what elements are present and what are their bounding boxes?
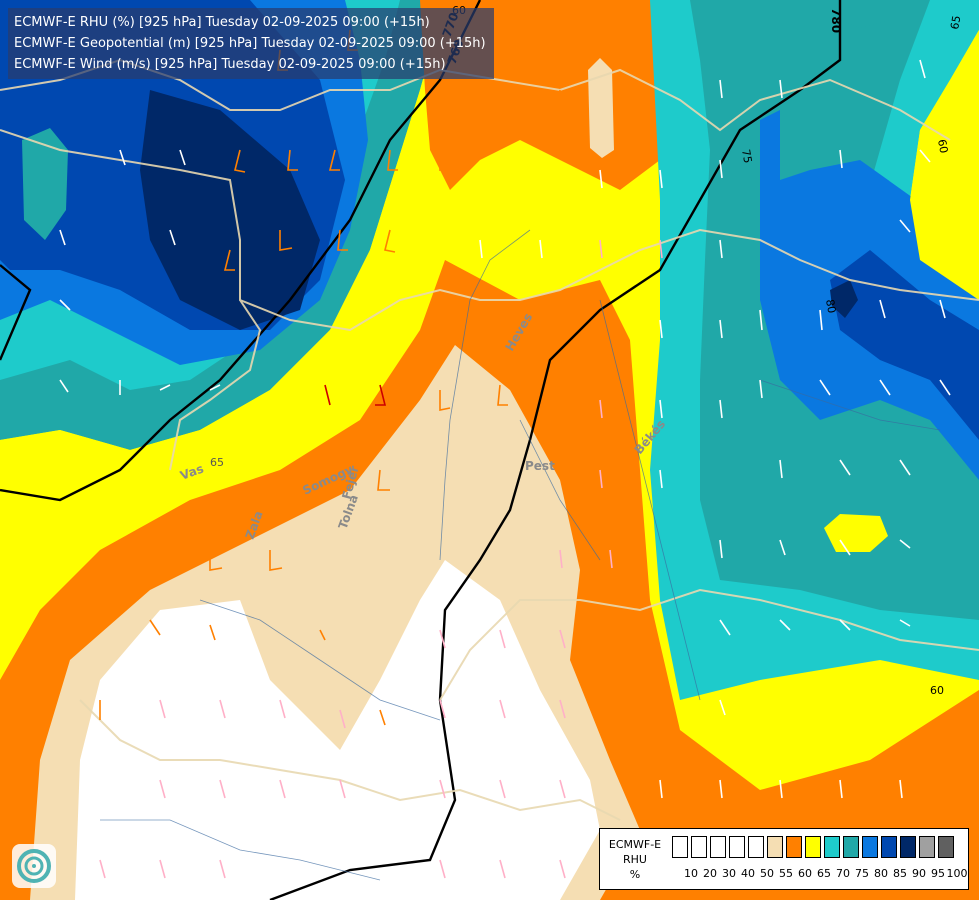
rhu-60-65-east-blob — [824, 514, 888, 552]
legend-tick-label: 70 — [836, 867, 850, 880]
map-title-box: ECMWF-E RHU (%) [925 hPa] Tuesday 02-09-… — [8, 8, 494, 79]
legend-title: ECMWF-E RHU % — [604, 837, 666, 882]
legend-swatch — [748, 836, 764, 858]
legend-tick-label: 30 — [722, 867, 736, 880]
wind-barbs — [59, 29, 951, 879]
legend-tick-label: 50 — [760, 867, 774, 880]
legend-tick-label: 90 — [912, 867, 926, 880]
region-label-pest: Pest — [525, 459, 555, 473]
rhu-90-west — [140, 90, 320, 330]
rhu-85-east — [830, 250, 979, 440]
geopotential-760-line — [0, 0, 482, 502]
legend-swatch — [862, 836, 878, 858]
legend-tick-label: 95 — [931, 867, 945, 880]
rhu-75-blob — [22, 128, 68, 240]
legend-tick-label: 85 — [893, 867, 907, 880]
legend-swatch — [900, 836, 916, 858]
logo-swirl-icon — [17, 849, 51, 883]
rivers — [100, 229, 941, 881]
legend-title-line: RHU — [623, 853, 647, 866]
legend-title-line: % — [629, 868, 641, 881]
legend-tick-label: 10 — [684, 867, 698, 880]
legend-swatch — [691, 836, 707, 858]
rhu-60-65-band — [0, 0, 470, 600]
contour-label-60-east: 60 — [935, 138, 950, 154]
contour-label-65-west: 65 — [210, 456, 224, 469]
legend-swatch — [824, 836, 840, 858]
legend-swatch — [786, 836, 802, 858]
rhu-below-50 — [75, 560, 600, 900]
legend-tick-label: 60 — [798, 867, 812, 880]
legend-tick-label: 20 — [703, 867, 717, 880]
contour-label-60-south-east: 60 — [930, 684, 944, 697]
rhu-60-65-east-edge — [910, 30, 979, 300]
legend-swatch — [805, 836, 821, 858]
legend-swatch — [710, 836, 726, 858]
rhu-50-55-blob — [588, 58, 614, 158]
legend-swatch — [881, 836, 897, 858]
legend-swatch — [938, 836, 954, 858]
legend-swatch — [767, 836, 783, 858]
rhu-70-east-corner — [830, 0, 910, 28]
legend-tick-label: 40 — [741, 867, 755, 880]
map-title-wind: ECMWF-E Wind (m/s) [925 hPa] Tuesday 02-… — [14, 57, 446, 72]
geopotential-770-line — [0, 264, 32, 361]
legend-swatch — [672, 836, 688, 858]
contour-label-75-east: 75 — [739, 148, 754, 164]
contour-label-65-corner: 65 — [948, 14, 963, 30]
map-title-geopotential: ECMWF-E Geopotential (m) [925 hPa] Tuesd… — [14, 36, 486, 51]
legend-tick-label: 65 — [817, 867, 831, 880]
legend-tick-label: 75 — [855, 867, 869, 880]
map-title-rhu: ECMWF-E RHU (%) [925 hPa] Tuesday 02-09-… — [14, 15, 430, 30]
geopotential-label-780: 780 — [829, 8, 843, 33]
legend-swatch — [729, 836, 745, 858]
legend-tick-label: 100 — [946, 867, 968, 880]
rhu-90-east — [830, 280, 858, 318]
rhu-legend: ECMWF-E RHU % 10 20 30 40 50 55 60 65 70 75 80 85 90… — [599, 828, 969, 890]
contour-label-80-east: 80 — [823, 298, 838, 314]
legend-tick-label: 80 — [874, 867, 888, 880]
legend-title-line: ECMWF-E — [608, 838, 662, 851]
legend-swatch — [843, 836, 859, 858]
ecmwf-logo — [12, 844, 56, 888]
legend-swatch — [919, 836, 935, 858]
legend-tick-label: 55 — [779, 867, 793, 880]
